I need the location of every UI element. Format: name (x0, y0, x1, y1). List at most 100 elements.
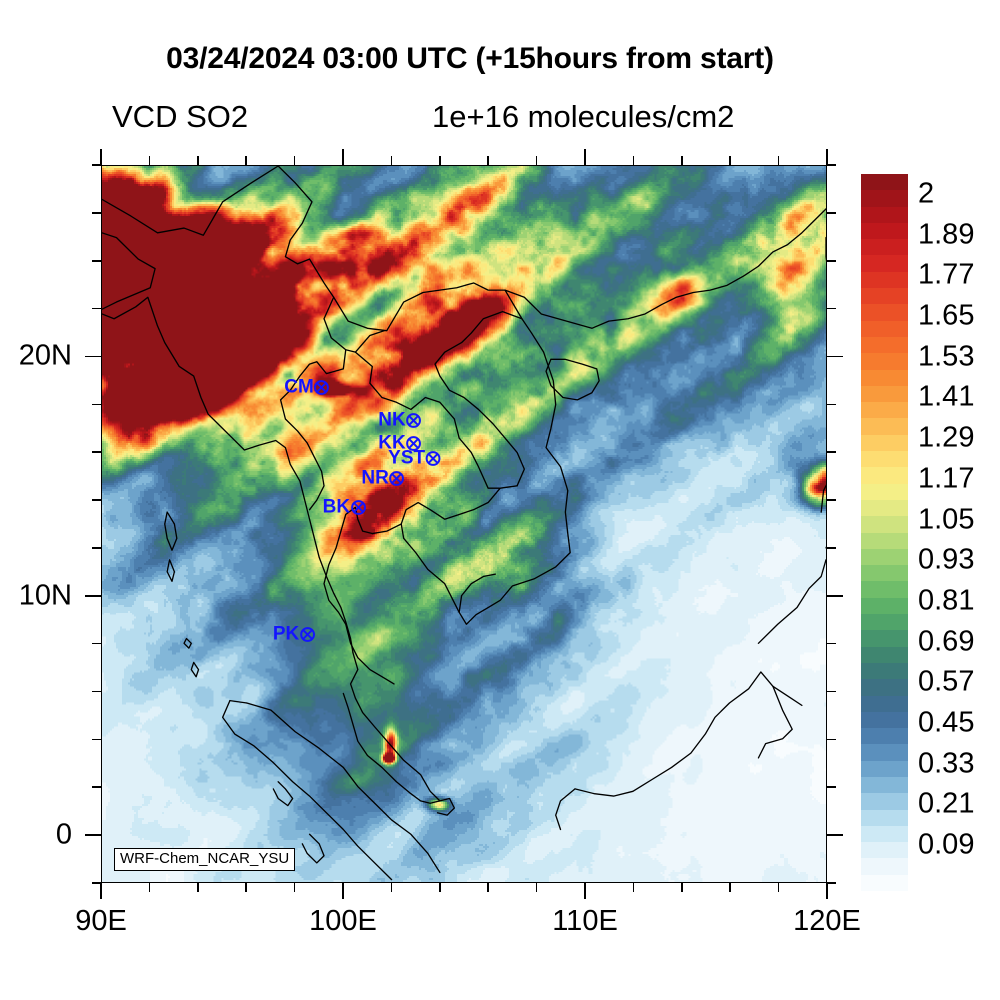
colorbar-band (861, 222, 908, 240)
station-marker-cm: CM (284, 377, 330, 396)
y-axis-tick (92, 690, 101, 693)
colorbar-tick-label: 0.69 (918, 625, 975, 658)
y-axis-tick (85, 834, 101, 836)
y-axis-tick (92, 786, 101, 789)
y-axis-tick (827, 738, 836, 741)
x-axis-tick (293, 156, 296, 165)
colorbar-band (861, 809, 908, 826)
x-axis-tick (584, 149, 586, 165)
y-axis-tick (92, 738, 101, 741)
x-axis-tick (535, 156, 538, 165)
y-axis-tick (92, 499, 101, 501)
y-axis-tick (827, 307, 836, 310)
colorbar-tick-label: 0.93 (918, 543, 975, 576)
x-axis-tick (826, 149, 828, 165)
colorbar-band (861, 320, 908, 337)
colorbar-band (861, 385, 908, 403)
x-axis-tick (342, 883, 344, 899)
colorbar-band (861, 174, 908, 191)
y-axis-tick (92, 882, 101, 884)
colorbar-tick-label: 0.57 (918, 665, 975, 698)
station-marker-bk: BK (323, 498, 366, 517)
colorbar-band (861, 499, 908, 517)
colorbar-band (861, 597, 908, 615)
y-axis-tick (827, 834, 843, 836)
x-axis-label: 120E (793, 905, 861, 937)
colorbar-band (861, 402, 908, 419)
station-marker-nk: NK (378, 409, 422, 431)
y-axis-label: 0 (55, 818, 72, 851)
x-axis-tick (681, 883, 683, 892)
y-axis-tick (92, 403, 101, 406)
colorbar-band (861, 434, 908, 452)
y-axis-tick (85, 355, 101, 358)
x-axis-tick (390, 156, 393, 165)
y-axis-tick (827, 164, 836, 166)
x-axis-tick (487, 156, 489, 165)
x-axis-tick (487, 883, 489, 892)
colorbar-band (861, 532, 908, 549)
y-axis-tick (827, 499, 836, 501)
x-axis-tick (439, 883, 441, 892)
colorbar-band (861, 548, 908, 566)
station-label: KK (378, 432, 406, 454)
colorbar-band (861, 760, 908, 777)
x-axis-tick (632, 156, 635, 165)
circle-x-icon (425, 450, 441, 466)
colorbar-band (861, 793, 908, 810)
colorbar-tick-label: 2 (918, 177, 935, 210)
x-axis-tick (100, 883, 102, 899)
colorbar-band (861, 728, 908, 745)
x-axis-tick (632, 883, 635, 892)
y-axis-label: 10N (18, 579, 72, 612)
colorbar-band (861, 353, 908, 370)
colorbar-band (861, 336, 908, 354)
y-axis-tick (827, 355, 843, 358)
x-axis-tick (777, 883, 780, 892)
colorbar-band (861, 516, 908, 533)
station-marker-yst: YST (388, 448, 441, 467)
colorbar-band (861, 581, 908, 598)
circle-x-icon (406, 436, 422, 452)
x-axis-label: 90E (75, 905, 127, 937)
y-axis-tick (827, 642, 836, 645)
so2-raster-layer (102, 166, 826, 882)
x-axis-tick (197, 156, 199, 165)
x-axis-tick (439, 156, 441, 165)
colorbar-band (861, 483, 908, 500)
circle-x-icon (406, 412, 422, 428)
x-axis-tick (293, 883, 296, 892)
y-axis-tick (92, 307, 101, 310)
y-axis-tick (92, 547, 101, 549)
colorbar-band (861, 711, 908, 729)
station-marker-nr: NR (361, 468, 405, 487)
x-axis-label: 110E (552, 905, 618, 937)
colorbar-band (861, 662, 908, 680)
colorbar-band (861, 614, 908, 631)
colorbar-band (861, 467, 908, 484)
colorbar-band (861, 271, 908, 289)
station-label: BK (322, 496, 351, 518)
y-axis-tick (92, 451, 101, 453)
x-axis-tick (826, 883, 828, 899)
station-marker-pk: PK (273, 625, 315, 644)
station-label: CM (284, 376, 314, 398)
circle-x-icon (350, 500, 366, 516)
x-axis-tick (681, 156, 683, 165)
colorbar-band (861, 418, 908, 435)
colorbar-tick-label: 1.41 (918, 380, 975, 413)
colorbar-band (861, 288, 908, 305)
station-label: NK (378, 409, 406, 431)
colorbar-tick-label: 0.21 (918, 787, 975, 820)
units-label: 1e+16 molecules/cm2 (432, 99, 735, 134)
colorbar-band (861, 206, 908, 223)
x-axis-tick (148, 156, 151, 165)
x-axis-tick (390, 883, 393, 892)
circle-x-icon (299, 627, 315, 643)
colorbar-band (861, 874, 908, 892)
x-axis-tick (729, 156, 731, 165)
model-watermark: WRF-Chem_NCAR_YSU (114, 848, 296, 871)
colorbar-band (861, 565, 908, 582)
x-axis-label: 100E (309, 905, 377, 937)
